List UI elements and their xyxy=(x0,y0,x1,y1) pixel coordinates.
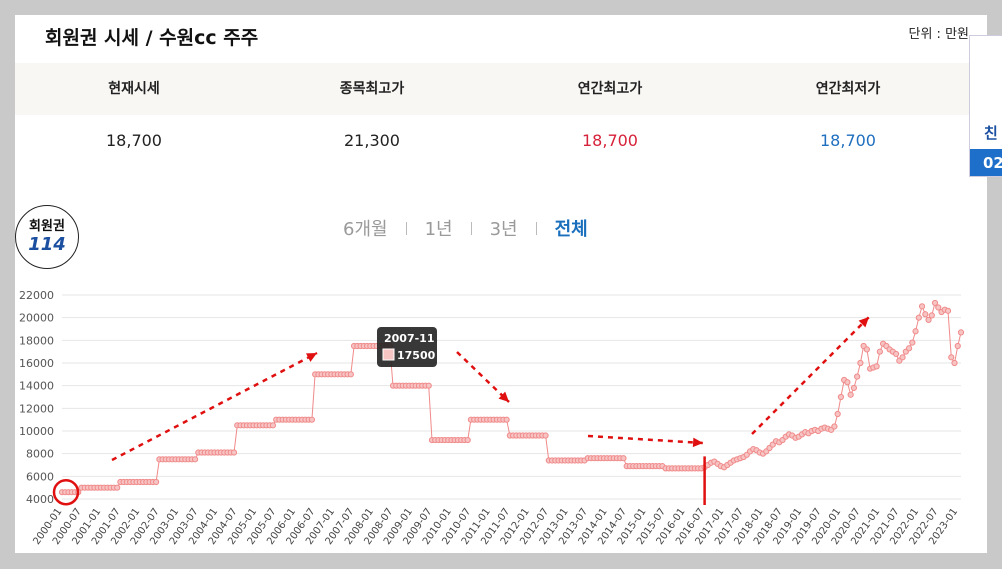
data-point xyxy=(915,314,922,321)
side-widget-label: 친 xyxy=(984,124,998,142)
y-tick-label: 20000 xyxy=(19,312,54,325)
y-tick-label: 18000 xyxy=(19,334,54,347)
data-point xyxy=(153,478,160,486)
side-widget[interactable]: 친 02 xyxy=(969,35,1002,177)
y-tick-label: 22000 xyxy=(19,289,54,302)
data-point xyxy=(114,484,121,491)
data-point xyxy=(269,422,277,429)
data-point xyxy=(347,371,354,378)
unit-label: 단위 : 만원 xyxy=(908,27,970,42)
stat-label-current: 현재시세 xyxy=(108,81,160,97)
data-point xyxy=(922,311,929,318)
stat-value-annual-low: 18,700 xyxy=(820,131,876,150)
side-widget-tab[interactable]: 02 xyxy=(970,149,1002,176)
trend-arrow xyxy=(587,434,704,445)
y-tick-label: 16000 xyxy=(19,357,54,370)
data-point xyxy=(931,299,939,307)
tab-1-year[interactable]: 1년 xyxy=(424,219,453,240)
data-point xyxy=(954,342,961,350)
trend-arrow-head xyxy=(858,317,869,328)
period-tabs: 6개월 1년 3년 전체 xyxy=(325,215,606,241)
data-point xyxy=(542,432,549,439)
y-tick-label: 4000 xyxy=(26,493,54,506)
data-point xyxy=(620,455,627,462)
data-point xyxy=(844,379,851,386)
tab-3-years[interactable]: 3년 xyxy=(489,219,518,240)
data-point xyxy=(847,391,854,398)
data-point xyxy=(957,329,965,336)
y-tick-label: 14000 xyxy=(19,380,54,393)
data-point xyxy=(948,354,955,361)
stats-header-row: 현재시세 종목최고가 연간최고가 연간최저가 xyxy=(15,63,987,115)
data-point xyxy=(912,328,919,335)
data-point xyxy=(425,382,432,389)
trend-arrow-head xyxy=(498,391,509,402)
data-point xyxy=(834,410,841,418)
stat-label-annual-high: 연간최고가 xyxy=(577,81,643,97)
data-point xyxy=(850,384,857,392)
data-point xyxy=(928,312,935,319)
data-point xyxy=(230,449,238,456)
tab-divider xyxy=(470,221,472,235)
data-point xyxy=(876,348,883,355)
data-point xyxy=(308,416,316,423)
data-point xyxy=(909,339,916,346)
data-point xyxy=(837,393,845,401)
data-point xyxy=(503,416,510,423)
stat-label-alltime-high: 종목최고가 xyxy=(339,81,405,97)
tooltip-date: 2007-11 xyxy=(384,332,435,345)
data-point xyxy=(873,363,880,370)
tab-6-months[interactable]: 6개월 xyxy=(343,219,388,240)
y-tick-label: 6000 xyxy=(26,470,54,483)
price-line-chart[interactable]: 4000 6000 8000 10000 12000 14000 16000 18000 200… xyxy=(15,15,987,553)
trend-arrow xyxy=(751,316,870,435)
tab-divider xyxy=(535,221,537,235)
trend-arrow xyxy=(456,351,510,403)
stat-value-annual-high: 18,700 xyxy=(582,131,638,150)
data-point xyxy=(899,354,906,361)
data-point xyxy=(863,346,870,353)
trend-arrow xyxy=(111,351,318,462)
brand-logo-text: 회원권 xyxy=(29,219,65,234)
stats-value-row: 18,700 21,300 18,700 18,700 xyxy=(15,115,987,167)
y-tick-label: 10000 xyxy=(19,425,54,438)
data-point xyxy=(905,345,913,352)
data-point xyxy=(935,304,942,311)
stat-label-annual-low: 연간최저가 xyxy=(815,81,881,97)
y-tick-label: 12000 xyxy=(19,402,54,415)
tab-divider xyxy=(405,221,407,235)
page-title: 회원권 시세 / 수원cc 주주 xyxy=(45,27,259,49)
data-point xyxy=(854,373,861,380)
data-point xyxy=(464,436,471,444)
data-point xyxy=(951,359,958,367)
stat-value-alltime-high: 21,300 xyxy=(344,131,400,150)
data-point xyxy=(925,316,932,324)
trend-arrow-head xyxy=(306,353,317,362)
data-point xyxy=(857,359,864,367)
price-card: 회원권 시세 / 수원cc 주주 단위 : 만원 현재시세 종목최고가 연간최고… xyxy=(15,15,987,553)
series-line xyxy=(62,301,962,493)
trend-arrow-head xyxy=(692,437,703,448)
data-point xyxy=(892,350,900,358)
data-point xyxy=(831,423,838,430)
brand-logo-number: 114 xyxy=(28,234,66,255)
brand-logo: 회원권 114 xyxy=(15,205,79,269)
data-point xyxy=(944,307,952,314)
tab-all[interactable]: 전체 xyxy=(554,219,588,240)
tooltip-swatch xyxy=(382,348,395,361)
stat-value-current: 18,700 xyxy=(106,131,162,150)
tooltip-value: 17500 xyxy=(397,349,436,362)
data-point xyxy=(918,303,926,310)
start-highlight-circle xyxy=(52,478,80,506)
data-point xyxy=(191,456,199,463)
y-tick-label: 8000 xyxy=(26,448,54,461)
